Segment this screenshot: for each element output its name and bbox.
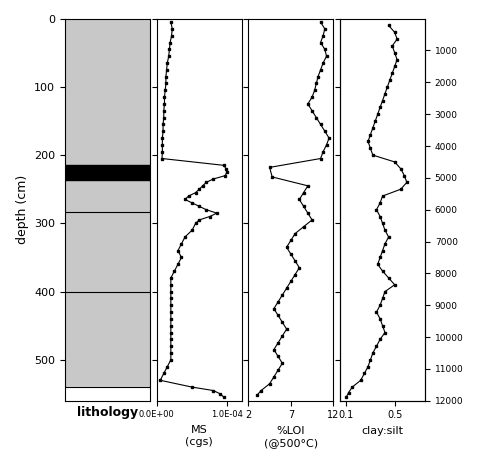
Bar	[65, 165, 150, 176]
X-axis label: lithology: lithology	[77, 406, 138, 419]
X-axis label: MS
(cgs): MS (cgs)	[186, 425, 213, 446]
Bar	[65, 387, 150, 401]
X-axis label: clay:silt: clay:silt	[362, 426, 404, 436]
Bar	[65, 177, 150, 180]
X-axis label: %LOI
(@500°C): %LOI (@500°C)	[264, 426, 318, 448]
Y-axis label: depth (cm): depth (cm)	[16, 175, 28, 244]
